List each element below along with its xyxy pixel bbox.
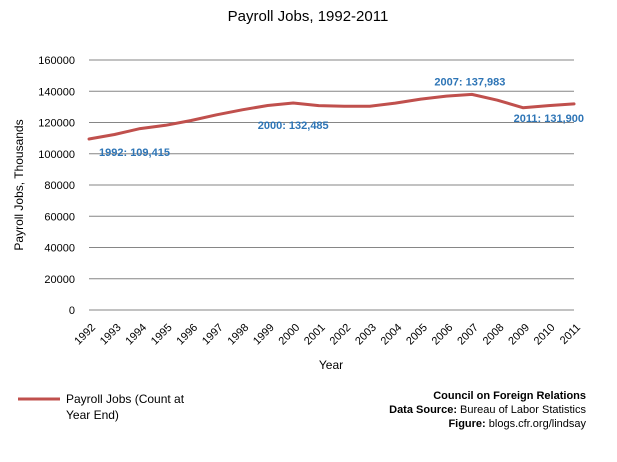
x-tick-label: 1994 — [123, 322, 149, 348]
x-tick-label: 1999 — [251, 322, 277, 348]
y-tick-label: 100000 — [38, 149, 75, 161]
series-layer — [87, 92, 576, 141]
y-tick-label: 40000 — [44, 243, 75, 255]
source-data-value: Bureau of Labor Statistics — [457, 404, 587, 416]
series-line — [87, 92, 576, 141]
y-tick-label: 60000 — [44, 211, 75, 223]
y-tick-label: 140000 — [38, 86, 75, 98]
x-tick-label: 1993 — [98, 322, 124, 348]
x-tick-label: 2006 — [430, 322, 456, 348]
x-tick-label: 2007 — [455, 322, 481, 348]
source-data-label: Data Source: — [389, 404, 457, 416]
x-tick-label: 2004 — [379, 322, 405, 348]
y-tick-label: 80000 — [44, 180, 75, 192]
x-tick-label: 1995 — [149, 322, 175, 348]
x-tick-label: 2008 — [481, 322, 507, 348]
x-tick-label: 2003 — [353, 322, 379, 348]
gridlines — [89, 59, 574, 311]
x-tick-label: 2000 — [277, 322, 303, 348]
data-label: 2007: 137,983 — [434, 76, 505, 88]
x-tick-label: 2009 — [506, 322, 532, 348]
y-tick-label: 0 — [69, 305, 75, 317]
legend-label-line1: Payroll Jobs (Count at — [66, 392, 185, 406]
y-tick-label: 20000 — [44, 274, 75, 286]
x-axis-label: Year — [319, 358, 343, 372]
x-tick-labels: 1992 1993 1994 1995 1996 1997 1998 1999 2000 2001… — [72, 322, 583, 348]
data-label: 2011: 131,900 — [514, 113, 584, 125]
x-tick-label: 2001 — [302, 322, 328, 348]
data-label: 2000: 132,485 — [258, 120, 329, 132]
source-figure-label: Figure: — [448, 418, 485, 430]
x-tick-label: 2002 — [328, 322, 354, 348]
data-label: 1992: 109,415 — [99, 147, 170, 159]
annotations: 1992: 109,415 2000: 132,485 2007: 137,983 2… — [99, 76, 584, 159]
x-tick-label: 1992 — [72, 322, 98, 348]
legend: Payroll Jobs (Count at Year End) — [18, 392, 185, 422]
x-tick-label: 2011 — [558, 322, 583, 347]
x-tick-label: 1998 — [225, 322, 251, 348]
source-data-line: Data Source: Bureau of Labor Statistics — [389, 404, 586, 416]
y-tick-labels: 0 20000 40000 60000 80000 100000 120000 140000 1… — [38, 55, 75, 317]
source-block: Council on Foreign Relations Data Source… — [389, 390, 586, 430]
x-tick-label: 2005 — [404, 322, 430, 348]
x-tick-label: 2010 — [532, 322, 558, 348]
chart-title: Payroll Jobs, 1992-2011 — [228, 8, 389, 25]
x-tick-label: 1997 — [200, 322, 226, 348]
y-tick-label: 160000 — [38, 55, 75, 67]
source-figure-line: Figure: blogs.cfr.org/lindsay — [448, 418, 586, 430]
legend-label-line2: Year End) — [66, 408, 119, 422]
y-axis-label: Payroll Jobs, Thousands — [12, 119, 26, 250]
x-tick-label: 1996 — [174, 322, 200, 348]
y-tick-label: 120000 — [38, 118, 75, 130]
source-figure-value: blogs.cfr.org/lindsay — [486, 418, 587, 430]
source-org: Council on Foreign Relations — [433, 390, 586, 402]
